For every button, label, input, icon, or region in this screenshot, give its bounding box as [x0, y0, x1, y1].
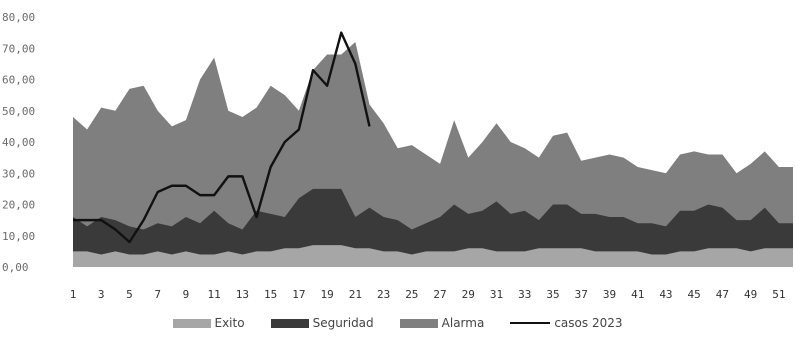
area-alarma: [73, 42, 793, 267]
legend-label-casos-2023: casos 2023: [554, 316, 623, 330]
x-tick-label: 11: [208, 288, 221, 301]
x-tick-label: 17: [292, 288, 305, 301]
area-seguridad: [73, 188, 793, 267]
legend-item-alarma: Alarma: [399, 316, 485, 330]
x-tick-label: 5: [126, 288, 133, 301]
legend-swatch-exito: [172, 318, 211, 328]
x-tick-label: 49: [744, 288, 757, 301]
x-tick-label: 27: [433, 288, 446, 301]
y-tick-label: 70,00: [2, 42, 35, 55]
x-tick-label: 35: [546, 288, 559, 301]
x-tick-label: 39: [603, 288, 616, 301]
legend-label-exito: Exito: [214, 316, 245, 330]
x-tick-label: 13: [236, 288, 249, 301]
y-tick-label: 20,00: [2, 199, 35, 212]
y-tick-label: 10,00: [2, 230, 35, 243]
x-tick-label: 43: [659, 288, 672, 301]
x-tick-label: 7: [154, 288, 161, 301]
legend-swatch-casos-2023: [510, 322, 551, 324]
x-tick-label: 41: [631, 288, 644, 301]
x-tick-label: 33: [518, 288, 531, 301]
x-tick-label: 31: [490, 288, 503, 301]
x-tick-label: 25: [405, 288, 418, 301]
x-tick-label: 19: [320, 288, 333, 301]
legend: Exito Seguridad Alarma casos 2023: [0, 316, 795, 330]
legend-label-seguridad: Seguridad: [312, 316, 374, 330]
legend-label-alarma: Alarma: [441, 316, 485, 330]
x-tick-label: 51: [772, 288, 785, 301]
x-tick-label: 21: [349, 288, 362, 301]
x-tick-label: 37: [575, 288, 588, 301]
legend-item-seguridad: Seguridad: [270, 316, 374, 330]
y-tick-label: 30,00: [2, 167, 35, 180]
x-tick-label: 1: [70, 288, 77, 301]
x-tick-label: 15: [264, 288, 277, 301]
area-line-chart: 0,00 10,00 20,00 30,00 40,00 50,00 60,00 70,00 8…: [2, 11, 793, 301]
x-tick-label: 29: [462, 288, 475, 301]
y-tick-label: 50,00: [2, 105, 35, 118]
legend-item-casos-2023: casos 2023: [510, 316, 622, 330]
x-tick-label: 23: [377, 288, 390, 301]
y-tick-label: 40,00: [2, 136, 35, 149]
legend-swatch-alarma: [399, 318, 438, 328]
y-tick-label: 60,00: [2, 74, 35, 87]
legend-swatch-seguridad: [270, 318, 309, 328]
x-tick-label: 3: [98, 288, 105, 301]
x-tick-label: 45: [688, 288, 701, 301]
area-exito: [73, 245, 793, 267]
x-tick-label: 47: [716, 288, 729, 301]
legend-item-exito: Exito: [172, 316, 245, 330]
line-casos-2023: [73, 31, 371, 244]
y-tick-label: 0,00: [2, 261, 29, 274]
x-tick-label: 9: [183, 288, 190, 301]
y-tick-label: 80,00: [2, 11, 35, 24]
